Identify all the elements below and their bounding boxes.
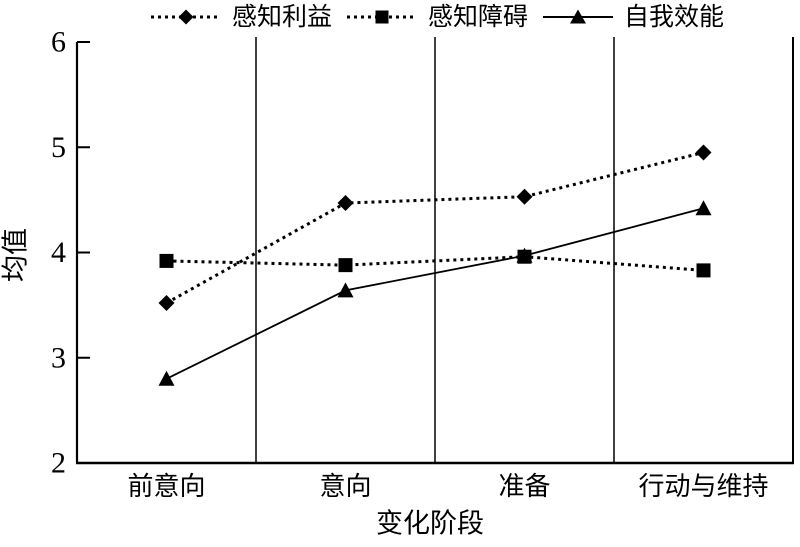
y-tick-label: 5 bbox=[51, 131, 66, 164]
x-tick-label: 准备 bbox=[498, 472, 550, 501]
legend-label-perceived-benefits: 感知利益 bbox=[231, 3, 332, 31]
series-perceived-benefits-marker bbox=[516, 188, 533, 205]
legend-item-perceived-barriers: 感知障碍 bbox=[346, 5, 528, 30]
legend-label-perceived-barriers: 感知障碍 bbox=[427, 3, 528, 31]
legend-item-perceived-benefits: 感知利益 bbox=[150, 5, 332, 30]
series-perceived-benefits-marker bbox=[337, 195, 354, 212]
y-tick-label: 6 bbox=[51, 26, 66, 59]
series-perceived-benefits-line bbox=[165, 151, 704, 305]
x-tick-label: 行动与维持 bbox=[638, 472, 768, 501]
y-tick-label: 3 bbox=[51, 341, 66, 374]
series-perceived-barriers-marker bbox=[696, 263, 711, 278]
series-perceived-barriers-marker bbox=[159, 253, 174, 268]
chart-legend: 感知利益 感知障碍 自我效能 bbox=[0, 2, 800, 32]
legend-label-self-efficacy: 自我效能 bbox=[624, 3, 725, 31]
series-perceived-barriers-line bbox=[166, 255, 704, 272]
series-self-efficacy-marker bbox=[337, 282, 354, 298]
dotted-square-line-icon bbox=[346, 10, 417, 24]
solid-triangle-line-icon bbox=[543, 9, 613, 24]
x-axis-title: 变化阶段 bbox=[376, 508, 484, 539]
y-tick-label: 2 bbox=[51, 447, 66, 480]
series-self-efficacy-marker bbox=[695, 200, 712, 216]
y-tick-label: 4 bbox=[51, 236, 66, 269]
series-self-efficacy-marker bbox=[158, 370, 175, 386]
x-tick-label: 意向 bbox=[319, 472, 371, 501]
dotted-diamond-line-icon bbox=[150, 9, 221, 25]
series-perceived-benefits-marker bbox=[695, 144, 712, 161]
series-perceived-benefits-marker bbox=[158, 295, 175, 312]
legend-item-self-efficacy: 自我效能 bbox=[542, 5, 724, 30]
series-perceived-barriers-marker bbox=[517, 249, 532, 264]
series-perceived-barriers-marker bbox=[338, 258, 353, 273]
series-self-efficacy-line bbox=[166, 207, 704, 380]
x-tick-label: 前意向 bbox=[127, 472, 205, 501]
y-axis-title: 均值 bbox=[0, 228, 31, 282]
